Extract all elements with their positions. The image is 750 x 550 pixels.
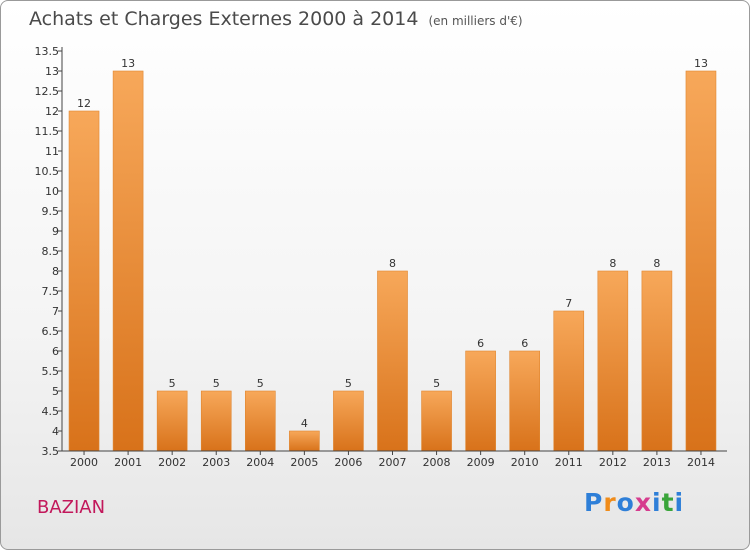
y-tick-label: 6 [52, 345, 59, 358]
bar [465, 350, 496, 452]
data-label: 5 [213, 377, 220, 390]
data-label: 8 [389, 257, 396, 270]
bar [597, 270, 629, 452]
x-tick-label: 2013 [643, 456, 671, 469]
data-label: 5 [345, 377, 352, 390]
x-tick-label: 2014 [687, 456, 715, 469]
x-tick-label: 2007 [379, 456, 407, 469]
bar [377, 270, 408, 452]
x-tick-label: 2011 [555, 456, 583, 469]
y-tick-label: 4 [52, 425, 59, 438]
x-tick-label: 2000 [70, 456, 98, 469]
chart-title: Achats et Charges Externes 2000 à 2014 (e… [29, 8, 523, 30]
y-tick-label: 7 [52, 305, 59, 318]
x-tick-label: 2002 [158, 456, 186, 469]
data-label: 8 [653, 257, 660, 270]
bar [641, 270, 673, 452]
data-label: 5 [257, 377, 264, 390]
bar [333, 390, 364, 452]
logo-letter: o [616, 488, 635, 517]
x-tick-label: 2009 [467, 456, 495, 469]
bar [289, 430, 320, 452]
y-tick-label: 3.5 [42, 445, 60, 458]
bar [156, 390, 188, 452]
x-tick-label: 2012 [599, 456, 627, 469]
y-tick-label: 10 [45, 185, 59, 198]
y-tick-label: 5 [52, 385, 59, 398]
bar [553, 310, 585, 452]
proxiti-logo: Proxiti [584, 488, 684, 517]
x-tick-label: 2004 [246, 456, 274, 469]
logo-letter: x [634, 488, 652, 517]
logo-letter: P [584, 488, 604, 517]
data-label: 5 [433, 377, 440, 390]
data-label: 12 [77, 97, 91, 110]
y-tick-label: 9 [52, 225, 59, 238]
data-label: 7 [565, 297, 572, 310]
y-tick-label: 13.5 [35, 45, 60, 58]
chart-unit: (en milliers d'€) [428, 14, 523, 28]
chart-title-text: Achats et Charges Externes 2000 à 2014 [29, 8, 419, 30]
bar [68, 110, 100, 452]
x-tick-label: 2005 [290, 456, 318, 469]
y-tick-label: 8.5 [42, 245, 60, 258]
bar [509, 350, 541, 452]
y-tick-label: 8 [52, 265, 59, 278]
x-tick-label: 2001 [114, 456, 142, 469]
data-label: 8 [609, 257, 616, 270]
y-tick-label: 4.5 [42, 405, 60, 418]
y-tick-label: 5.5 [42, 365, 60, 378]
data-label: 6 [477, 337, 484, 350]
data-label: 5 [169, 377, 176, 390]
data-label: 13 [121, 57, 135, 70]
x-tick-label: 2008 [423, 456, 451, 469]
x-tick-label: 2010 [511, 456, 539, 469]
y-tick-label: 13 [45, 65, 59, 78]
town-name: BAZIAN [37, 497, 106, 518]
logo-letter: t [661, 488, 675, 517]
data-label: 6 [521, 337, 528, 350]
y-tick-label: 9.5 [42, 205, 60, 218]
x-tick-label: 2006 [334, 456, 362, 469]
y-tick-label: 12.5 [35, 85, 60, 98]
bar [685, 70, 717, 452]
logo-letter: i [674, 488, 685, 517]
bar [112, 70, 144, 452]
data-label: 13 [694, 57, 708, 70]
y-tick-label: 11 [45, 145, 59, 158]
bar [200, 390, 232, 452]
logo-letter: i [652, 488, 662, 517]
y-tick-label: 11.5 [35, 125, 60, 138]
x-tick-label: 2003 [202, 456, 230, 469]
logo-letter: r [603, 488, 617, 517]
y-tick-label: 7.5 [42, 285, 60, 298]
bar [421, 390, 452, 452]
data-label: 4 [301, 417, 308, 430]
y-tick-label: 10.5 [35, 165, 60, 178]
y-tick-label: 12 [45, 105, 59, 118]
y-tick-label: 6.5 [42, 325, 60, 338]
bar [245, 390, 276, 452]
